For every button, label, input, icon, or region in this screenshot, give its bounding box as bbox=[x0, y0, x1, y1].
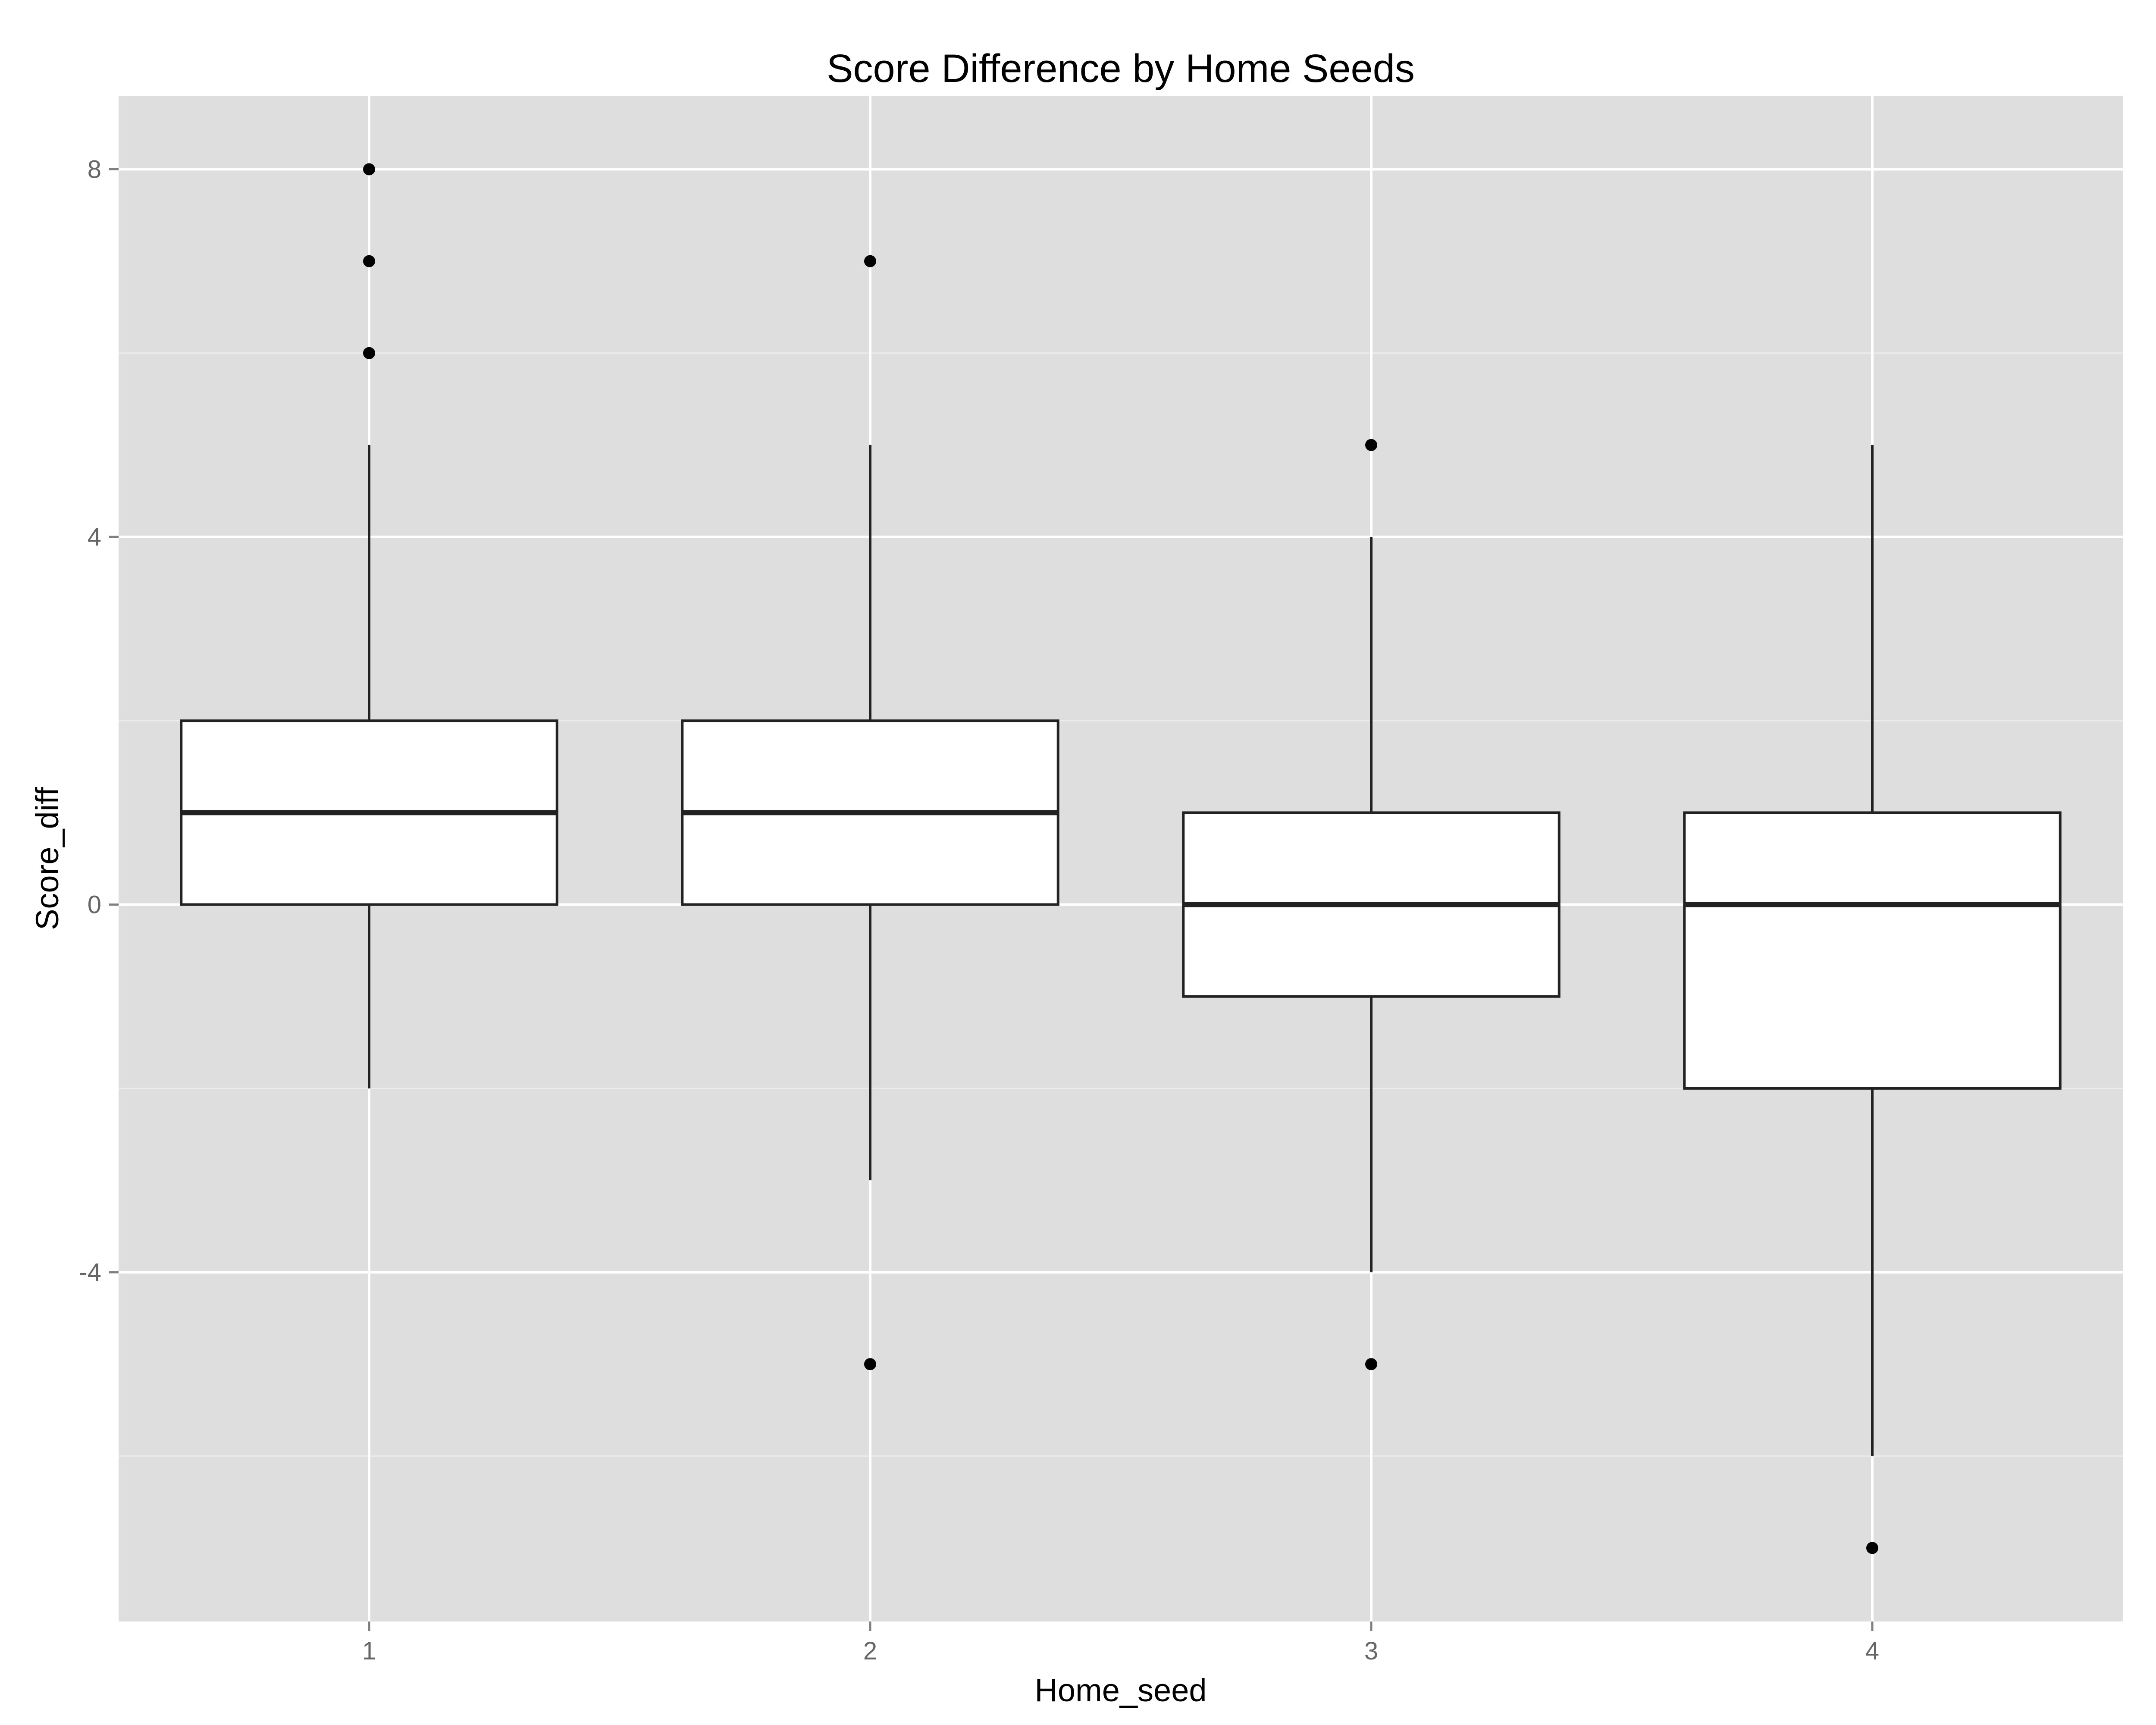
x-tick-label: 4 bbox=[1865, 1637, 1879, 1665]
y-tick-label: -4 bbox=[79, 1258, 101, 1286]
box-group-3 bbox=[1182, 439, 1561, 1371]
x-tick-label: 3 bbox=[1364, 1637, 1378, 1665]
outlier-point bbox=[363, 347, 375, 359]
outlier-point bbox=[363, 255, 375, 267]
outlier-point bbox=[1866, 1542, 1878, 1554]
outlier-point bbox=[1365, 1358, 1377, 1371]
y-axis-label: Score_diff bbox=[29, 787, 65, 930]
outlier-point bbox=[864, 255, 876, 267]
box-group-2 bbox=[681, 255, 1059, 1371]
y-tick-label: 0 bbox=[88, 891, 101, 919]
outlier-point bbox=[864, 1358, 876, 1371]
x-axis-label: Home_seed bbox=[1034, 1672, 1206, 1708]
x-tick-label: 1 bbox=[362, 1637, 376, 1665]
outlier-point bbox=[363, 163, 375, 176]
y-tick-label: 4 bbox=[88, 523, 101, 551]
chart-title: Score Difference by Home Seeds bbox=[827, 47, 1415, 91]
box-layer bbox=[180, 163, 2062, 1554]
box bbox=[1683, 811, 2062, 1090]
outlier-point bbox=[1365, 439, 1377, 451]
box-group-4 bbox=[1683, 445, 2062, 1554]
y-tick-label: 8 bbox=[88, 156, 101, 184]
x-tick-label: 2 bbox=[863, 1637, 877, 1665]
box-group-1 bbox=[180, 163, 558, 1088]
